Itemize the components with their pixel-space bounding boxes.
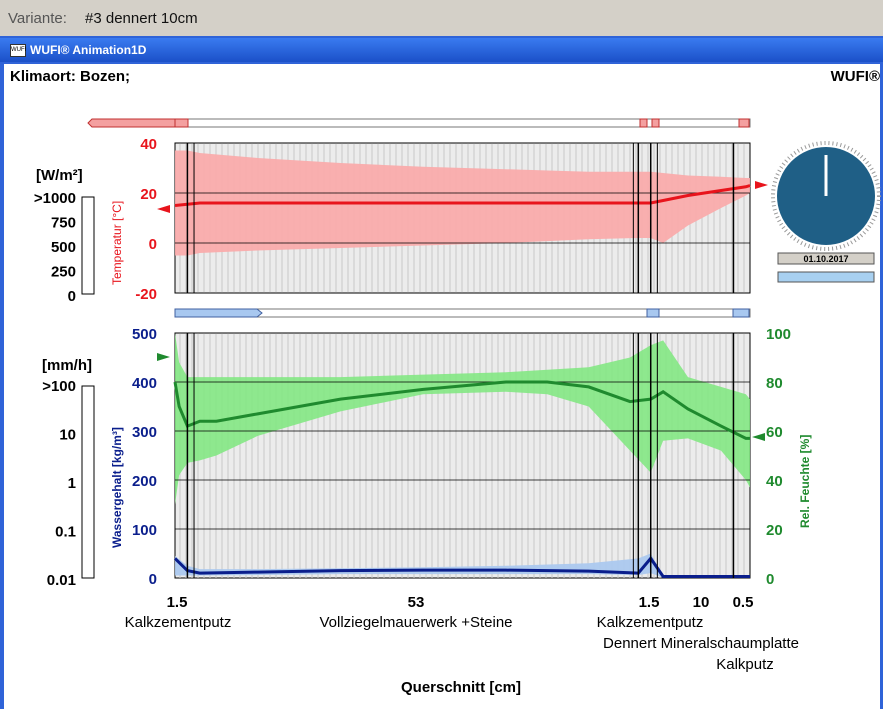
flux-tick-label: 0 xyxy=(68,288,76,305)
series-lines xyxy=(173,184,751,579)
rain-tick-label: 0.01 xyxy=(47,572,76,589)
variant-value[interactable]: #3 dennert 10cm xyxy=(85,10,198,27)
variant-bar: Variante: #3 dennert 10cm xyxy=(0,0,883,37)
water-content-tick-label: 200 xyxy=(132,473,157,490)
flux-tick-label: 250 xyxy=(51,264,76,281)
temperature-axis-label: Temperatur [°C] xyxy=(110,201,124,285)
layer-label: Kalkzementputz xyxy=(597,614,704,631)
climate-location: Klimaort: Bozen; xyxy=(10,68,130,85)
window-titlebar[interactable]: WUFI WUFI® Animation1D xyxy=(0,38,883,62)
indoor-temp-marker xyxy=(157,205,170,213)
layer-boundaries xyxy=(186,143,735,578)
flux-axis: >1000 750 500 250 0 xyxy=(34,190,76,305)
clock-date: 01.10.2017 xyxy=(803,254,848,264)
layer-label: Kalkzementputz xyxy=(125,614,232,631)
flux-tick-label: 750 xyxy=(51,215,76,232)
cross-section-tick-label: 1.5 xyxy=(639,594,660,611)
indoor-rh-marker xyxy=(157,353,170,361)
time-progress xyxy=(777,271,875,283)
moisture-layer-bar[interactable] xyxy=(174,308,751,318)
gridlines xyxy=(175,142,750,530)
rain-tick-label: 10 xyxy=(59,427,76,444)
rh-band xyxy=(175,333,750,505)
cross-section-axis: 1.5 53 1.5 10 0.5 xyxy=(167,594,754,611)
rain-bar xyxy=(81,385,95,579)
layer-label: Dennert Mineralschaumplatte xyxy=(603,635,799,652)
layer-label: Vollziegelmauerwerk +Steine xyxy=(319,614,512,631)
rh-line xyxy=(173,380,750,440)
water-content-tick-label: 100 xyxy=(132,522,157,539)
water-content-axis: 500 400 300 200 100 0 xyxy=(132,326,157,588)
layer-labels: Kalkzementputz Vollziegelmauerwerk +Stein… xyxy=(125,614,799,673)
cross-section-tick-label: 10 xyxy=(693,594,710,611)
rh-axis: 100 80 60 40 20 0 xyxy=(766,326,791,588)
cross-section-tick-label: 1.5 xyxy=(167,594,188,611)
rh-tick-label: 40 xyxy=(766,473,783,490)
water-content-axis-label: Wassergehalt [kg/m³] xyxy=(110,427,124,548)
rh-tick-label: 60 xyxy=(766,424,783,441)
water-content-line xyxy=(173,555,750,579)
outdoor-temp-marker xyxy=(755,181,768,189)
rh-tick-label: 100 xyxy=(766,326,791,343)
flux-unit-label: [W/m²] xyxy=(36,167,83,184)
rain-tick-label: >100 xyxy=(42,378,76,395)
cross-section-tick-label: 0.5 xyxy=(733,594,754,611)
temperature-layer-bar[interactable] xyxy=(87,118,751,128)
temperature-line xyxy=(174,184,751,207)
layer-label: Kalkputz xyxy=(716,656,774,673)
date-box xyxy=(777,252,875,265)
rh-axis-label: Rel. Feuchte [%] xyxy=(798,435,812,528)
rain-axis: >100 10 1 0.1 0.01 xyxy=(42,378,76,589)
wufi-app-icon[interactable]: WUFI xyxy=(10,44,26,57)
rh-tick-label: 0 xyxy=(766,571,774,588)
temperature-tick-label: -20 xyxy=(135,286,157,303)
rh-range-area xyxy=(175,333,750,505)
flux-tick-label: 500 xyxy=(51,239,76,256)
water-content-tick-label: 0 xyxy=(149,571,157,588)
rh-tick-label: 20 xyxy=(766,522,783,539)
brand-label: WUFI® xyxy=(830,68,880,85)
rain-tick-label: 0.1 xyxy=(55,524,76,541)
temperature-axis: 40 20 0 -20 xyxy=(135,136,157,303)
flux-bar xyxy=(81,196,95,295)
flux-tick-label: >1000 xyxy=(34,190,76,207)
temperature-tick-label: 20 xyxy=(140,186,157,203)
cross-section-tick-label: 53 xyxy=(408,594,425,611)
rain-tick-label: 1 xyxy=(68,475,76,492)
window-title: WUFI® Animation1D xyxy=(30,43,147,57)
water-content-tick-label: 400 xyxy=(132,375,157,392)
clock-ticks xyxy=(771,141,881,251)
water-content-tick-label: 500 xyxy=(132,326,157,343)
temperature-tick-label: 40 xyxy=(140,136,157,153)
variant-label: Variante: xyxy=(8,10,67,27)
outdoor-rh-marker xyxy=(752,433,765,441)
temperature-tick-label: 0 xyxy=(149,236,157,253)
rain-unit-label: [mm/h] xyxy=(42,357,92,374)
rh-tick-label: 80 xyxy=(766,375,783,392)
cross-section-title: Querschnitt [cm] xyxy=(401,679,521,696)
water-content-tick-label: 300 xyxy=(132,424,157,441)
